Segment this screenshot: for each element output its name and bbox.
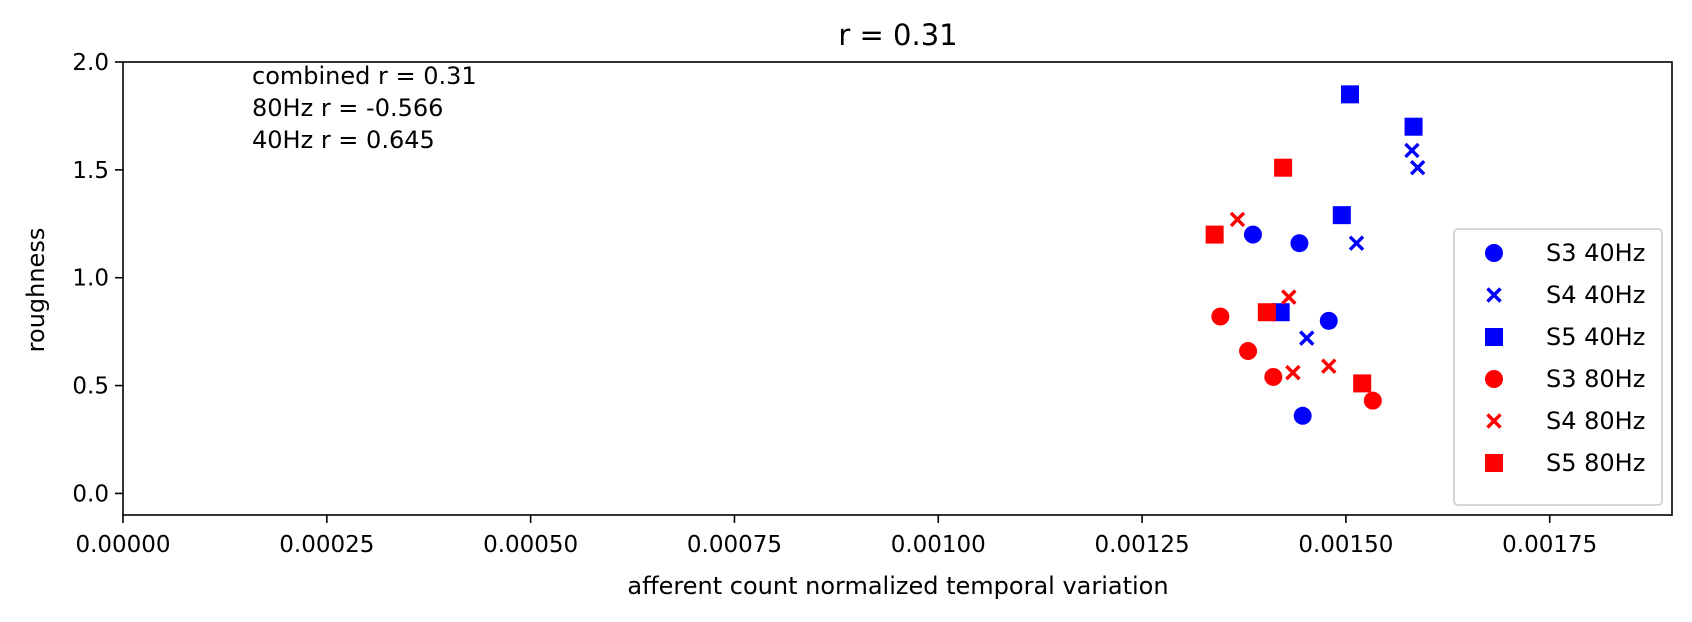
x-marker-stroke [1285, 364, 1301, 381]
point-s3-80hz [1264, 367, 1283, 386]
y-tick-label: 1.5 [72, 158, 109, 184]
point-s4-40hz [1404, 142, 1420, 159]
x-tick-label: 0.00075 [687, 532, 782, 558]
x-tick-label: 0.00000 [75, 532, 170, 558]
point-s5-40hz [1404, 117, 1423, 136]
x-marker-stroke [1229, 211, 1246, 228]
correlation-annotations: combined r = 0.31 80Hz r = -0.566 40Hz r =… [252, 62, 477, 154]
x-marker-stroke [1486, 287, 1502, 303]
point-s5-80hz [1257, 303, 1276, 322]
x-tick-label: 0.00150 [1298, 532, 1393, 558]
chart-title: r = 0.31 [838, 18, 957, 52]
point-s5-40hz [1340, 85, 1359, 104]
point-s5-80hz [1274, 158, 1293, 177]
point-s4-40hz [1348, 235, 1365, 251]
point-s3-80hz [1363, 391, 1382, 410]
x-axis: 0.00000 0.00025 0.00050 0.00075 0.00100 0.001… [75, 515, 1597, 558]
plot-area-frame [122, 61, 1673, 516]
y-tick-label: 0.5 [72, 374, 109, 400]
point-s4-80hz [1285, 364, 1301, 381]
legend-box [1453, 228, 1663, 506]
x-tick-label: 0.00175 [1502, 532, 1597, 558]
x-marker-stroke [1281, 289, 1297, 305]
annotation-text: 80Hz r = -0.566 [252, 94, 443, 122]
legend-label: S4 80Hz [1546, 407, 1645, 435]
point-s5-40hz [1332, 206, 1351, 225]
y-tick-label: 2.0 [72, 50, 109, 76]
point-s3-40hz [1290, 234, 1309, 253]
x-marker-stroke [1321, 358, 1337, 374]
point-s4-40hz [1299, 330, 1315, 346]
point-s4-80hz [1229, 211, 1246, 228]
annotation-text: 40Hz r = 0.645 [252, 126, 435, 154]
legend-label: S4 40Hz [1546, 281, 1645, 309]
legend-marker-s4-40hz [1486, 287, 1502, 303]
legend-label: S3 80Hz [1546, 365, 1645, 393]
legend: S3 40Hz S4 40Hz S5 40Hz S3 80Hz S4 80Hz S5 80… [1453, 228, 1663, 506]
point-s3-80hz [1239, 342, 1258, 361]
y-axis-label: roughness [22, 228, 50, 353]
x-axis-label: afferent count normalized temporal varia… [627, 572, 1168, 600]
point-s4-80hz [1321, 358, 1337, 374]
legend-marker-s4-80hz [1486, 413, 1502, 429]
point-s3-80hz [1211, 307, 1230, 326]
y-tick-label: 0.0 [72, 481, 109, 507]
point-s3-40hz [1319, 311, 1338, 330]
x-marker-stroke [1299, 330, 1315, 346]
legend-marker-s3-80hz [1485, 370, 1503, 388]
x-tick-label: 0.00100 [891, 532, 986, 558]
y-axis: 0.0 0.5 1.0 1.5 2.0 [72, 50, 123, 507]
x-tick-label: 0.00125 [1095, 532, 1190, 558]
x-tick-label: 0.00025 [279, 532, 374, 558]
x-marker-stroke [1409, 159, 1426, 176]
point-s5-80hz [1353, 374, 1372, 393]
point-s4-80hz [1281, 289, 1297, 305]
point-s5-40hz [1271, 303, 1290, 322]
x-marker-stroke [1486, 413, 1502, 429]
legend-label: S3 40Hz [1546, 239, 1645, 267]
y-tick-label: 1.0 [72, 266, 109, 292]
legend-label: S5 80Hz [1546, 449, 1645, 477]
legend-marker-s3-40hz [1485, 244, 1503, 262]
point-s5-80hz [1205, 225, 1224, 244]
x-marker-stroke [1404, 142, 1420, 159]
legend-marker-s5-80hz [1485, 454, 1503, 472]
annotation-text: combined r = 0.31 [252, 62, 477, 90]
point-s3-40hz [1293, 406, 1312, 425]
point-s3-40hz [1243, 225, 1262, 244]
x-marker-stroke [1348, 235, 1365, 251]
x-tick-label: 0.00050 [483, 532, 578, 558]
legend-label: S5 40Hz [1546, 323, 1645, 351]
legend-marker-s5-40hz [1485, 328, 1503, 346]
data-points [1205, 85, 1426, 425]
point-s4-40hz [1409, 159, 1426, 176]
